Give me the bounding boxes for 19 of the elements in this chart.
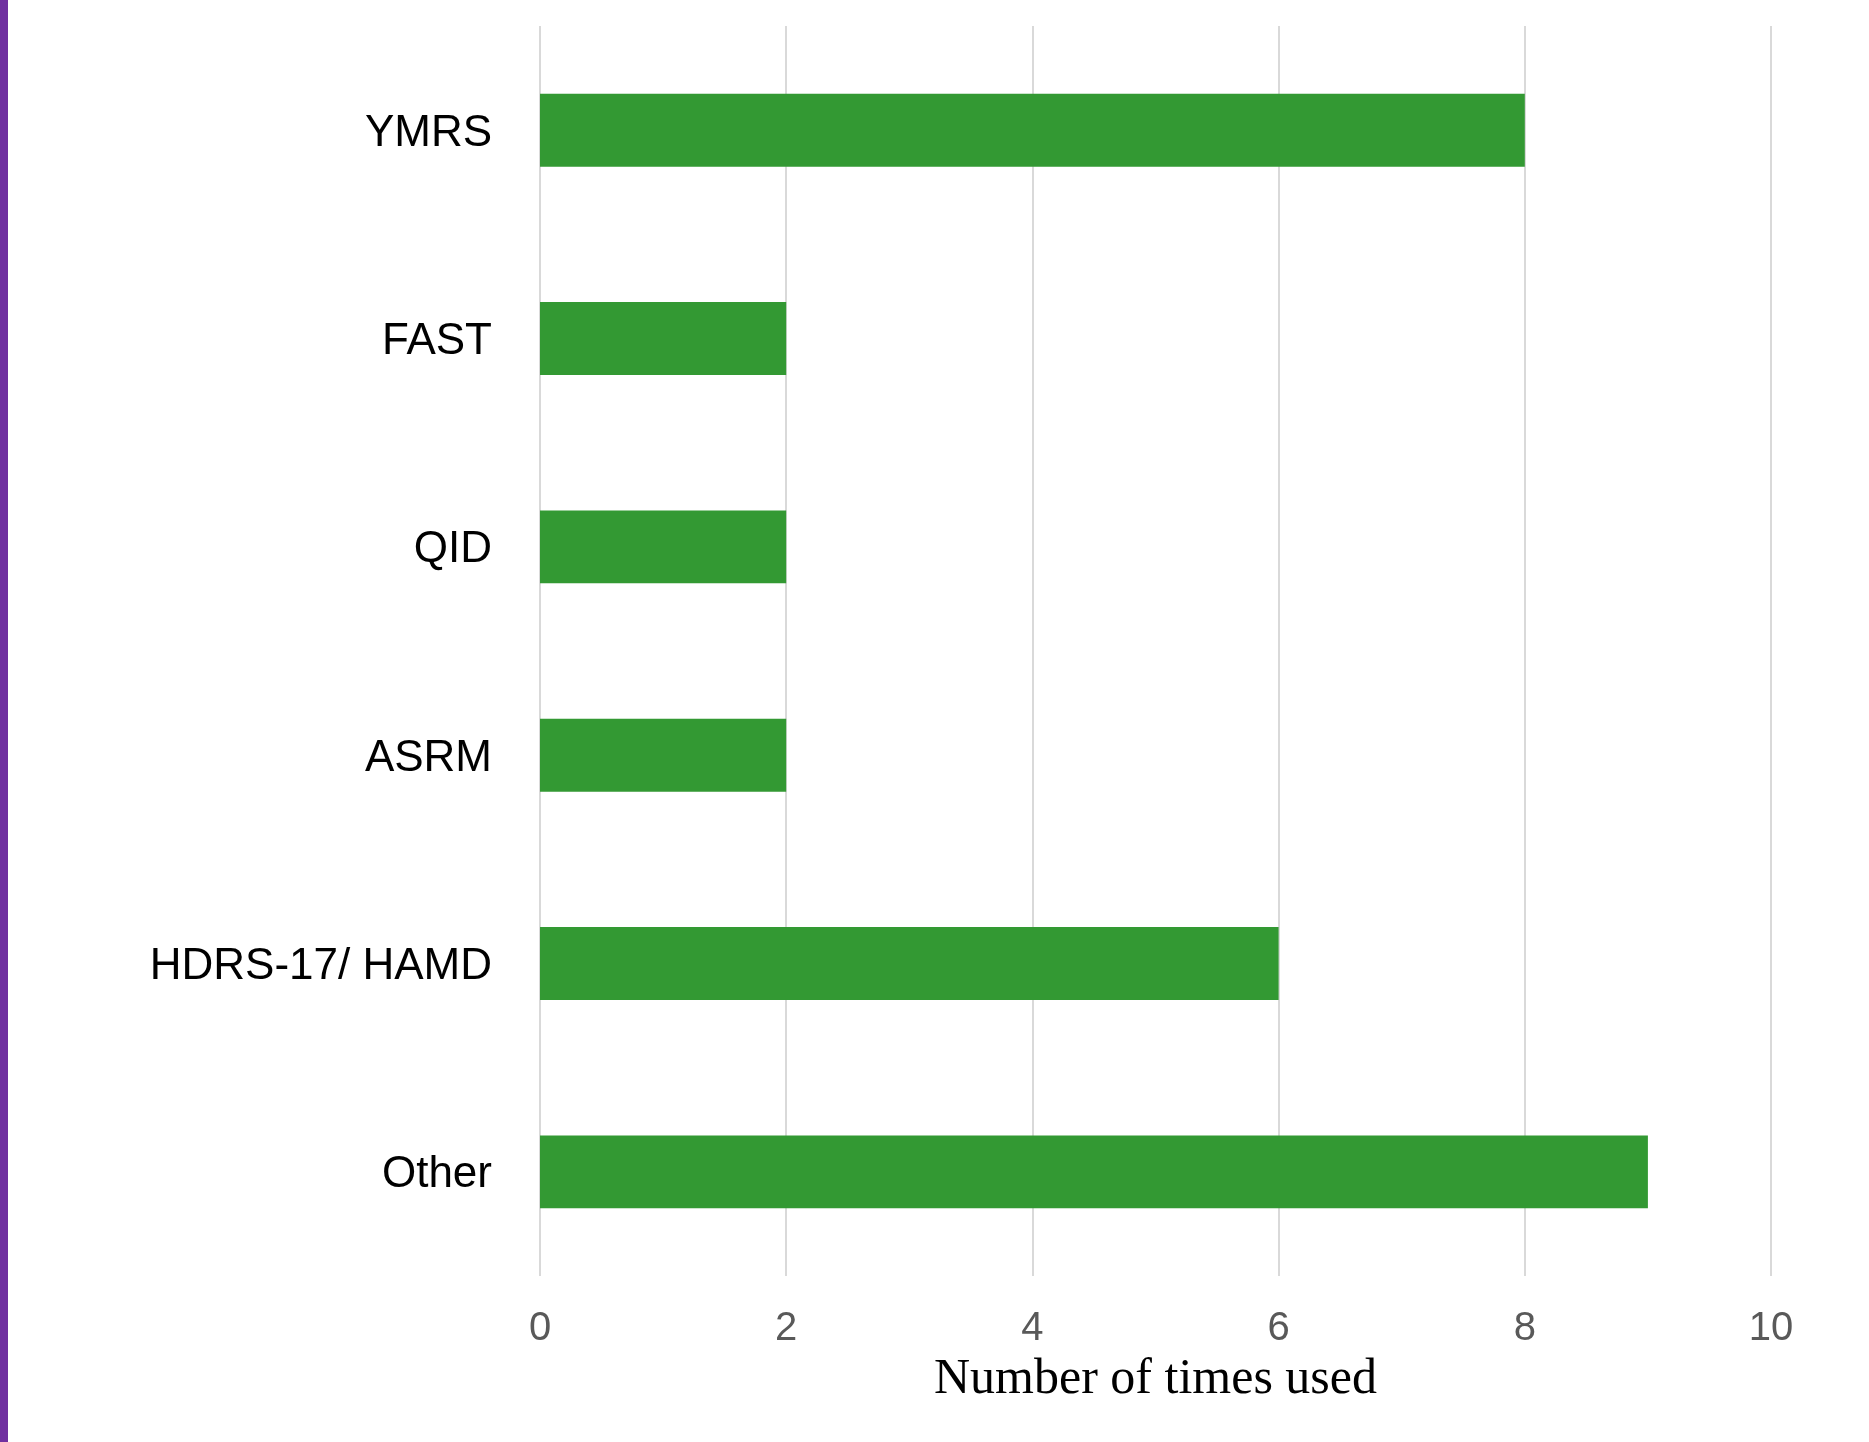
- bar: [540, 510, 787, 584]
- y-tick-label: QID: [413, 522, 492, 572]
- bar: [540, 93, 1525, 167]
- x-axis-title: Number of times used: [934, 1347, 1377, 1404]
- y-tick-label: ASRM: [364, 730, 492, 780]
- bar: [540, 302, 787, 375]
- x-tick-label: 2: [775, 1304, 798, 1348]
- x-tick-label: 0: [528, 1304, 552, 1348]
- bar: [540, 718, 787, 792]
- x-tick-label: 6: [1267, 1304, 1290, 1348]
- y-tick-label: Other: [381, 1147, 492, 1197]
- bar: [540, 1135, 1648, 1209]
- y-tick-label: FAST: [381, 314, 492, 363]
- x-tick-label: 8: [1513, 1304, 1536, 1348]
- x-tick-label: 10: [1748, 1304, 1794, 1348]
- y-tick-label: YMRS: [364, 105, 492, 155]
- x-tick-label: 4: [1021, 1304, 1044, 1348]
- y-tick-label: HDRS-17/ HAMD: [149, 939, 492, 988]
- bar: [540, 927, 1279, 1000]
